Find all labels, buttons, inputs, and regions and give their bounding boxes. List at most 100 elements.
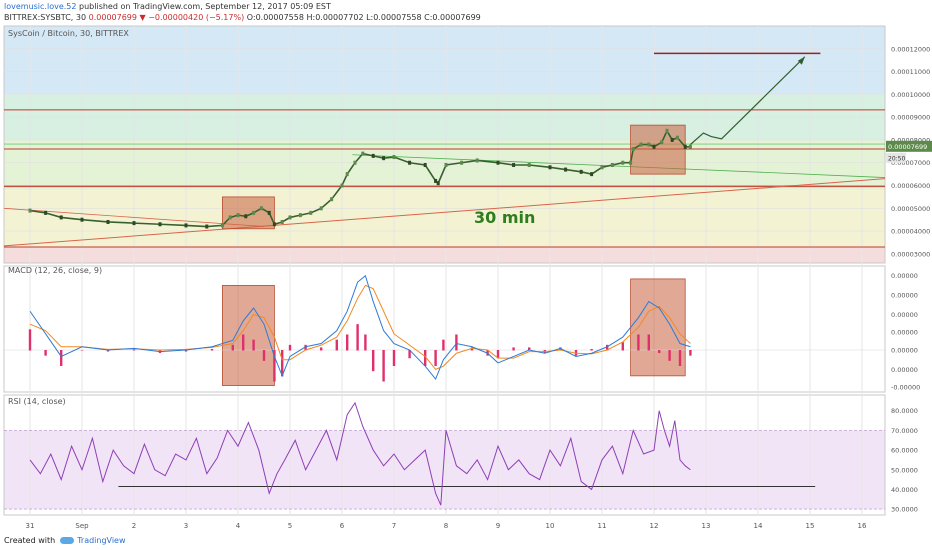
price-candle — [631, 147, 635, 152]
macd-histogram-bar — [273, 350, 276, 382]
price-candle — [252, 210, 256, 215]
price-y-tick: 0.00006000 — [891, 182, 930, 190]
price-candle — [512, 163, 516, 168]
rsi-line — [29, 401, 691, 506]
price-candle — [361, 151, 365, 156]
macd-y-tick: 0.00000 — [891, 311, 918, 319]
macd-histogram-bar — [346, 334, 349, 351]
price-candle — [590, 172, 594, 177]
macd-histogram-bar — [281, 350, 284, 377]
macd-y-tick: 0.00000 — [891, 272, 918, 280]
x-tick-label: 2 — [132, 522, 136, 530]
price-candle — [28, 208, 32, 213]
macd-histogram-bar — [512, 347, 515, 351]
price-change: ▼ −0.00000420 (−5.17%) — [139, 13, 245, 22]
macd-histogram-bar — [44, 350, 47, 356]
price-candle — [527, 163, 531, 168]
triangle-upper-line — [352, 154, 886, 178]
price-candle — [184, 223, 188, 228]
price-candle — [280, 219, 284, 224]
price-candle — [244, 214, 248, 219]
price-candle — [44, 210, 48, 215]
macd-histogram-bar — [382, 350, 385, 382]
price-candle — [382, 156, 386, 161]
price-candle — [267, 210, 271, 215]
rsi-y-tick: 70.0000 — [891, 427, 918, 435]
highlight-boxes — [221, 124, 686, 386]
macd-histogram-bar — [590, 348, 593, 351]
macd-y-tick: 0.00000 — [891, 292, 918, 300]
current-price-label: 0.00007699 — [888, 143, 927, 151]
rising-support-line — [3, 178, 886, 247]
macd-histogram-bar — [455, 334, 458, 351]
price-candle — [621, 160, 625, 165]
price-candle — [548, 165, 552, 170]
macd-histogram-bar — [528, 347, 531, 351]
macd-histogram-bar — [434, 350, 437, 367]
macd-histogram-bar — [392, 350, 396, 367]
highlight-box — [221, 196, 275, 230]
macd-histogram-bar — [320, 347, 323, 351]
price-candle — [610, 163, 614, 168]
macd-histogram-bar — [184, 350, 188, 352]
macd-histogram-bar — [304, 344, 307, 351]
symbol-label: BITTREX:SYSBTC, 30 — [4, 13, 87, 22]
macd-histogram-bar — [372, 350, 375, 372]
price-y-tick: 0.00007000 — [891, 159, 930, 167]
price-candle — [564, 167, 568, 172]
macd-histogram-bar — [442, 339, 445, 351]
macd-histogram-bar — [252, 339, 255, 351]
highlight-box — [630, 124, 686, 175]
rsi-band — [4, 430, 885, 510]
price-candle — [600, 165, 604, 170]
price-y-tick: 0.00009000 — [891, 114, 930, 122]
publish-line: lovemusic.love.52 published on TradingVi… — [4, 2, 331, 12]
ohlc-values: O:0.00007558 H:0.00007702 L:0.00007558 C… — [246, 13, 481, 22]
price-band-0 — [4, 26, 885, 95]
price-candle — [228, 215, 232, 220]
x-tick-label: 3 — [184, 522, 188, 530]
macd-histogram-bar — [496, 350, 500, 359]
x-tick-label: 9 — [496, 522, 500, 530]
macd-histogram-bar — [424, 350, 427, 367]
current-price-tag — [886, 140, 932, 152]
tradingview-brand[interactable]: TradingView — [77, 536, 126, 545]
price-candle — [683, 144, 687, 149]
macd-histogram-bar — [356, 324, 359, 351]
projection-arrow-icon — [797, 56, 805, 65]
x-tick-label: 12 — [650, 522, 659, 530]
macd-pane — [4, 274, 885, 382]
created-with-label: Created with — [4, 536, 56, 545]
price-candle — [236, 213, 240, 218]
pane-frame-macd — [3, 265, 886, 393]
price-candle — [392, 155, 396, 160]
price-background-bands — [4, 26, 885, 510]
price-candle — [496, 160, 500, 165]
price-candle — [444, 163, 448, 168]
footer: Created with TradingView — [4, 536, 126, 545]
macd-histogram-bar — [408, 350, 411, 359]
symbol-line: BITTREX:SYSBTC, 30 0.00007699 ▼ −0.00000… — [4, 13, 481, 23]
price-candle — [579, 169, 583, 174]
macd-histogram-bar — [658, 350, 661, 354]
x-tick-label: 11 — [598, 522, 607, 530]
macd-histogram-bar — [335, 339, 338, 351]
countdown-label: 20:50 — [888, 155, 905, 162]
price-candle — [665, 128, 669, 133]
macd-histogram-bar — [28, 329, 32, 351]
price-y-tick: 0.00005000 — [891, 205, 930, 213]
price-candle — [647, 142, 651, 147]
x-tick-label: 8 — [444, 522, 448, 530]
x-tick-label: 16 — [858, 522, 867, 530]
macd-histogram-bar — [637, 334, 640, 351]
author-link[interactable]: lovemusic.love.52 — [4, 2, 77, 11]
rsi-y-tick: 60.0000 — [891, 447, 918, 455]
rsi-pane-title: RSI (14, close) — [8, 397, 66, 406]
macd-histogram-bar — [470, 347, 474, 351]
x-tick-label: 14 — [754, 522, 763, 530]
price-y-tick: 0.00012000 — [891, 45, 930, 53]
price-band-3 — [4, 190, 885, 248]
macd-histogram-bar — [678, 350, 682, 367]
price-candle — [80, 217, 84, 222]
